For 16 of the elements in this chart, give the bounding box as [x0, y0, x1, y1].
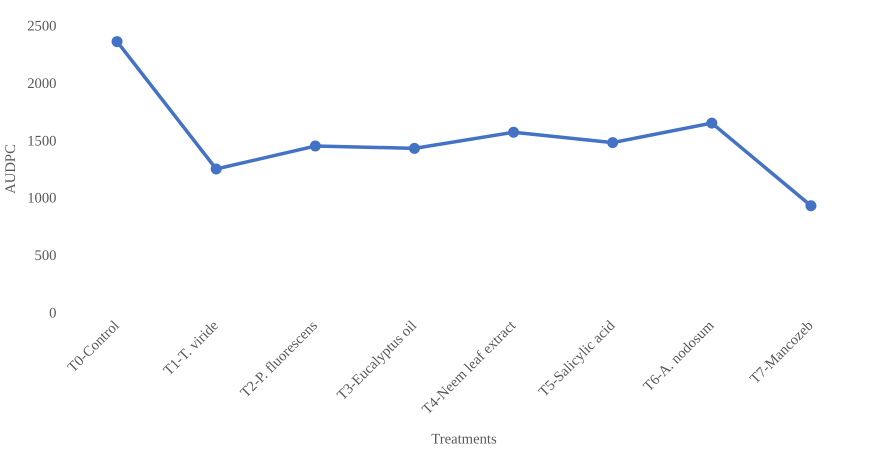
y-tick-label: 500: [34, 248, 56, 264]
point: [408, 142, 420, 154]
y-axis-title: AUDPC: [3, 144, 20, 194]
point: [310, 140, 321, 152]
point: [112, 36, 123, 48]
y-tick-label: 2000: [27, 76, 56, 92]
y-tick-label: 2500: [27, 18, 56, 34]
point: [508, 126, 520, 138]
y-tick-label: 0: [49, 306, 56, 322]
point: [210, 164, 222, 174]
x-axis-title: Treatments: [431, 431, 497, 448]
y-tick-label: 1500: [27, 133, 56, 150]
y-tick-label: 1000: [27, 190, 56, 207]
point: [805, 200, 816, 212]
point: [607, 137, 618, 148]
point: [706, 118, 718, 129]
